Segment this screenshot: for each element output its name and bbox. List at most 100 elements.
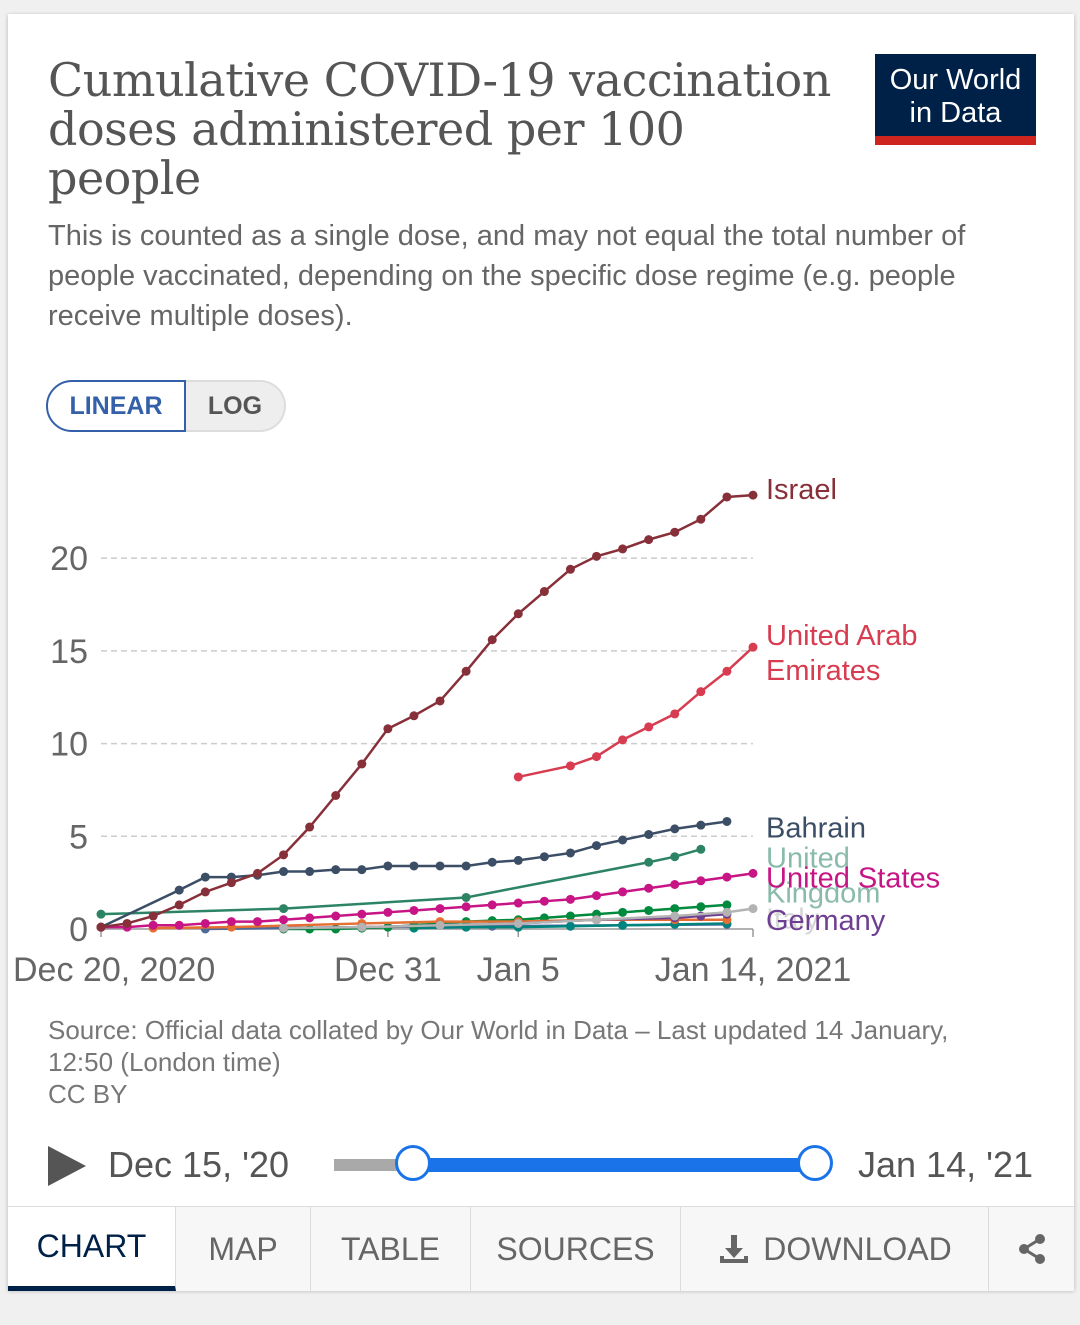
data-point xyxy=(592,891,602,901)
data-point xyxy=(331,924,341,934)
data-point xyxy=(252,917,262,927)
data-point xyxy=(383,907,393,917)
data-point xyxy=(644,535,654,545)
data-point xyxy=(722,900,732,910)
timeline-end-handle[interactable] xyxy=(797,1145,833,1181)
tab-download[interactable]: DOWNLOAD xyxy=(681,1207,989,1291)
scale-toggle: LINEAR LOG xyxy=(46,380,286,432)
data-point xyxy=(618,907,628,917)
log-scale-button[interactable]: LOG xyxy=(186,380,286,432)
data-point xyxy=(696,876,706,886)
timeline-start-label: Dec 15, '20 xyxy=(108,1144,289,1185)
data-point xyxy=(487,857,497,867)
data-point xyxy=(644,857,654,867)
data-point xyxy=(96,909,106,919)
tab-sources[interactable]: SOURCES xyxy=(471,1207,681,1291)
chart-footer: Source: Official data collated by Our Wo… xyxy=(48,1014,1008,1110)
data-point xyxy=(513,918,523,928)
data-point xyxy=(565,848,575,858)
data-point xyxy=(539,896,549,906)
series-label: Israel xyxy=(766,474,837,506)
data-point xyxy=(670,824,680,834)
source-note: Source: Official data collated by Our Wo… xyxy=(48,1015,949,1077)
owid-logo[interactable]: Our World in Data xyxy=(875,54,1036,145)
data-point xyxy=(279,850,289,860)
logo-line-2: in Data xyxy=(909,97,1002,129)
data-point xyxy=(670,527,680,537)
series-label: United Arab xyxy=(766,620,918,652)
timeline-slider: Dec 15, '20 Jan 14, '21 xyxy=(8,1144,1074,1204)
x-tick-label: Dec 31 xyxy=(334,951,442,989)
download-label: DOWNLOAD xyxy=(763,1230,952,1267)
download-icon xyxy=(720,1235,749,1263)
data-point xyxy=(644,722,654,732)
data-point xyxy=(748,642,758,652)
data-point xyxy=(148,911,158,921)
data-point xyxy=(357,922,367,932)
y-tick-label: 15 xyxy=(50,633,88,671)
x-tick-label: Dec 20, 2020 xyxy=(13,951,215,989)
chart-title: Cumulative COVID-19 vaccination doses ad… xyxy=(48,53,831,205)
data-point xyxy=(644,905,654,915)
share-button[interactable] xyxy=(989,1207,1074,1291)
data-point xyxy=(722,816,732,826)
data-point xyxy=(435,861,445,871)
play-icon[interactable] xyxy=(48,1146,86,1186)
data-point xyxy=(592,915,602,925)
data-point xyxy=(357,909,367,919)
data-point xyxy=(461,892,471,902)
data-point xyxy=(539,587,549,597)
line-chart: 0 5 10 15 20 Dec 20, 2020 Dec 31 Jan 5 Jan 14, 2… xyxy=(13,474,940,989)
tab-chart[interactable]: CHART xyxy=(8,1207,176,1291)
series-label: Kingdom xyxy=(766,877,880,909)
data-point xyxy=(748,490,758,500)
data-point xyxy=(200,872,210,882)
data-point xyxy=(487,900,497,910)
chart-card: Cumulative COVID-19 vaccination doses ad… xyxy=(8,14,1074,1291)
data-point xyxy=(565,911,575,921)
data-point xyxy=(331,791,341,800)
data-point xyxy=(331,911,341,921)
data-point xyxy=(722,907,732,917)
data-point xyxy=(722,492,732,502)
data-point xyxy=(748,904,758,914)
data-point xyxy=(383,861,393,871)
series-label: Emirates xyxy=(766,655,880,687)
data-point xyxy=(226,878,236,888)
data-point xyxy=(357,759,367,769)
data-point xyxy=(565,761,575,771)
tab-table[interactable]: TABLE xyxy=(311,1207,471,1291)
license-note: CC BY xyxy=(48,1079,128,1109)
data-point xyxy=(592,551,602,561)
linear-scale-button[interactable]: LINEAR xyxy=(46,380,186,432)
series-line-oman xyxy=(153,918,727,930)
series-label: United States xyxy=(766,862,940,894)
data-point xyxy=(331,865,341,875)
data-point xyxy=(696,820,706,830)
data-point xyxy=(696,687,706,697)
timeline-selected-range[interactable] xyxy=(413,1158,815,1172)
data-point xyxy=(539,852,549,862)
data-point xyxy=(409,905,419,915)
series-label: Germany xyxy=(766,905,886,937)
data-point xyxy=(487,635,497,645)
data-point xyxy=(565,564,575,574)
data-point xyxy=(644,883,654,893)
data-point xyxy=(435,904,445,914)
data-point xyxy=(618,835,628,845)
data-point xyxy=(618,735,628,745)
data-point xyxy=(226,917,236,927)
series-label: Bahrain xyxy=(766,812,866,844)
tab-map[interactable]: MAP xyxy=(176,1207,311,1291)
data-point xyxy=(174,920,184,930)
data-point xyxy=(409,711,419,721)
data-point xyxy=(435,920,445,930)
timeline-end-label: Jan 14, '21 xyxy=(858,1144,1034,1185)
data-point xyxy=(513,898,523,908)
series-line-united-arab-emirates xyxy=(518,646,754,779)
data-point xyxy=(722,666,732,676)
data-point xyxy=(722,872,732,882)
data-point xyxy=(748,868,758,878)
timeline-start-handle[interactable] xyxy=(395,1145,431,1181)
data-point xyxy=(409,861,419,871)
